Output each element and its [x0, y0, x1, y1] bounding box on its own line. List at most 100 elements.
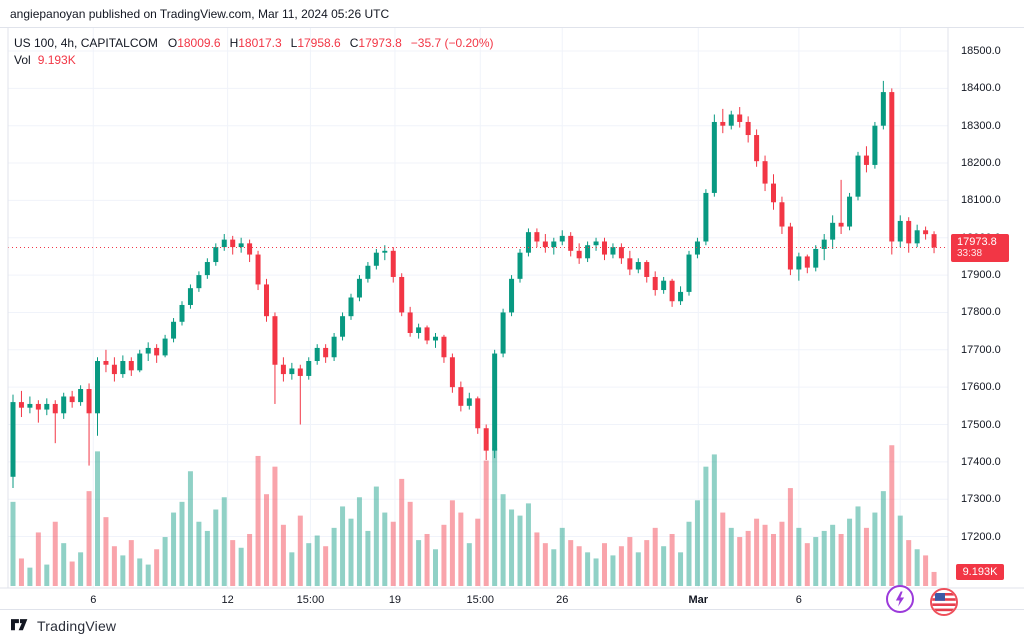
volume-bar — [593, 558, 599, 586]
low-value: L17958.6 — [290, 36, 341, 50]
volume-bar — [449, 500, 455, 586]
price-scale-tick: 17500.0 — [961, 418, 1001, 431]
candle-body — [500, 312, 506, 354]
volume-bar — [863, 527, 869, 586]
candle-body — [542, 241, 548, 248]
candle-body — [720, 121, 726, 126]
candle-body — [204, 262, 210, 276]
price-scale-tick: 17200.0 — [961, 530, 1001, 543]
price-scale-tick: 17900.0 — [961, 269, 1001, 282]
volume-bar — [162, 537, 168, 586]
legend-ohlc-row[interactable]: US 100, 4h, CAPITALCOM O18009.6 H18017.3… — [14, 35, 494, 52]
legend-volume-row[interactable]: Vol 9.193K — [14, 52, 494, 69]
candle-body — [297, 368, 303, 376]
candle-body — [171, 321, 177, 339]
volume-bar — [703, 466, 709, 586]
tradingview-brand-text[interactable]: TradingView — [37, 618, 117, 634]
candle-body — [365, 265, 371, 279]
price-scale-tick: 17600.0 — [961, 381, 1001, 394]
volume-bar — [855, 506, 861, 586]
footer-bar: TradingView — [0, 610, 1024, 642]
volume-bar — [906, 540, 912, 586]
volume-bar — [483, 460, 489, 586]
last-price-label: 17973.8 33:38 — [951, 233, 1009, 262]
candle-body — [314, 347, 320, 362]
candle-body — [880, 92, 886, 126]
volume-bar — [145, 564, 151, 586]
time-axis-tick: 6 — [90, 594, 97, 606]
volume-bar — [500, 494, 506, 586]
volume-bar — [627, 537, 633, 586]
volume-bar — [678, 552, 684, 586]
candle-body — [61, 396, 67, 414]
time-axis-tick: 6 — [795, 594, 802, 606]
volume-bar — [804, 543, 810, 586]
volume-bar — [509, 509, 515, 586]
volume-bar — [52, 521, 58, 586]
volume-bar — [602, 543, 607, 586]
volume-bar — [618, 546, 624, 586]
attribution-text: angiepanoyan published on TradingView.co… — [10, 6, 390, 21]
candle-body — [694, 241, 700, 255]
symbol-title[interactable]: US 100, 4h, CAPITALCOM — [14, 36, 158, 50]
candle-body — [238, 243, 244, 248]
candle-body — [745, 121, 751, 136]
candle-body — [661, 280, 667, 291]
candle-body — [838, 222, 844, 227]
candle-body — [154, 347, 160, 356]
candle-body — [872, 125, 878, 165]
volume-bar — [137, 558, 143, 586]
volume-bar — [728, 527, 734, 586]
volume-bar — [492, 448, 498, 586]
volume-bar — [238, 547, 244, 586]
volume-bar — [196, 521, 202, 586]
open-value: O18009.6 — [167, 36, 221, 50]
volume-bar — [551, 549, 557, 586]
volume-bar — [525, 503, 531, 586]
candle-body — [466, 398, 472, 406]
candle-body — [711, 121, 717, 193]
volume-bar — [838, 533, 844, 586]
candle-body — [221, 239, 227, 248]
volume-bar — [568, 540, 574, 586]
price-scale-tick: 17700.0 — [961, 343, 1001, 356]
volume-bar — [331, 527, 337, 586]
candle-body — [551, 241, 557, 248]
volume-bar — [120, 555, 126, 586]
candle-body — [416, 327, 422, 333]
volume-bar — [661, 546, 667, 586]
candle-body — [762, 161, 768, 184]
volume-bar — [416, 540, 422, 586]
volume-bar — [204, 530, 210, 586]
candle-body — [644, 262, 650, 277]
tradingview-logo-icon[interactable] — [11, 618, 30, 634]
volume-bar — [69, 561, 75, 586]
volume-bar — [737, 537, 743, 586]
price-scale-tick: 18300.0 — [961, 119, 1001, 132]
price-chart-canvas[interactable] — [0, 28, 1024, 610]
candle-body — [272, 316, 278, 365]
price-scale-tick: 17300.0 — [961, 493, 1001, 506]
candle-body — [35, 403, 41, 410]
volume-bar — [356, 497, 362, 586]
candle-body — [847, 196, 853, 227]
candle-body — [348, 297, 354, 317]
lightning-icon[interactable] — [886, 585, 914, 613]
volume-bar — [914, 549, 920, 586]
candle-body — [111, 364, 117, 375]
candle-body — [821, 239, 827, 249]
candle-body — [610, 247, 616, 255]
volume-bar — [272, 466, 278, 586]
candle-body — [475, 398, 481, 429]
candle-body — [525, 232, 531, 253]
volume-bar — [779, 521, 785, 586]
us-flag-icon[interactable] — [930, 588, 958, 616]
volume-bar — [78, 552, 84, 586]
candle-body — [247, 243, 253, 255]
price-scale-tick: 18200.0 — [961, 157, 1001, 170]
candle-body — [44, 403, 50, 410]
candle-body — [407, 312, 413, 333]
lightning-bolt-glyph — [895, 591, 905, 607]
candle-body — [830, 222, 836, 240]
candle-body — [120, 361, 126, 375]
